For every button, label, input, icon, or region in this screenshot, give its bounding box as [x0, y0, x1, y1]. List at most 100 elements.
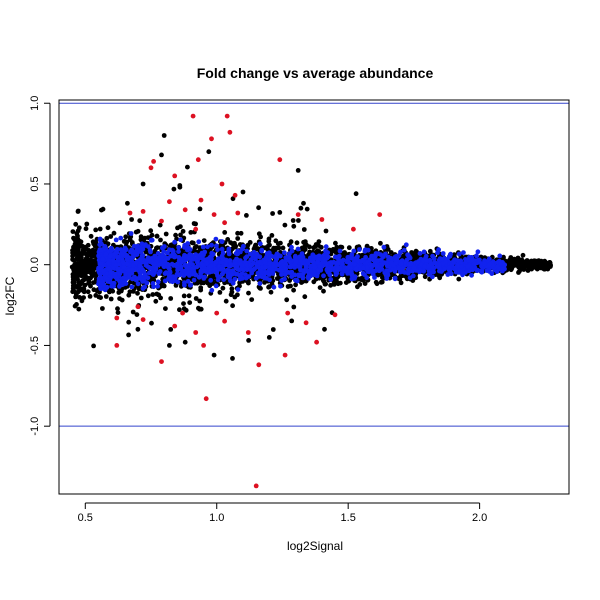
data-point	[269, 233, 275, 238]
data-point	[150, 292, 156, 297]
data-point	[465, 264, 471, 269]
data-point	[428, 261, 434, 267]
data-point	[335, 260, 341, 266]
data-point	[294, 240, 300, 246]
data-point	[475, 249, 481, 255]
data-point	[103, 251, 109, 257]
data-point	[140, 267, 146, 273]
data-point	[253, 483, 259, 489]
data-point	[180, 228, 186, 234]
data-point	[174, 261, 180, 267]
data-point	[106, 260, 111, 266]
data-point	[228, 292, 234, 298]
data-point	[191, 277, 197, 283]
data-point	[138, 247, 144, 253]
data-point	[301, 200, 306, 206]
data-point	[327, 272, 333, 278]
data-point	[96, 294, 102, 300]
data-point	[381, 244, 387, 250]
data-point	[244, 248, 250, 254]
data-point	[478, 268, 484, 274]
data-point	[489, 271, 495, 276]
data-point	[238, 249, 243, 255]
data-point	[211, 352, 217, 358]
data-point	[76, 306, 82, 312]
data-point	[223, 298, 229, 304]
data-point	[99, 207, 104, 213]
data-point	[83, 226, 89, 232]
data-point	[184, 264, 189, 270]
data-point	[297, 272, 303, 278]
data-point	[226, 246, 232, 252]
data-point	[262, 275, 267, 281]
data-point	[298, 205, 304, 211]
data-point	[257, 260, 262, 265]
data-point	[115, 310, 121, 315]
data-point	[222, 220, 228, 226]
data-point	[323, 228, 329, 234]
data-point	[211, 274, 217, 279]
data-point	[440, 251, 446, 256]
data-point	[405, 252, 410, 258]
data-point	[280, 245, 286, 251]
data-point	[148, 249, 153, 255]
data-point	[198, 287, 204, 293]
data-point	[521, 260, 526, 266]
data-point	[258, 234, 263, 240]
data-point	[474, 253, 479, 259]
data-point	[398, 261, 404, 267]
data-point	[290, 218, 296, 223]
y-axis: -1.0-0.50.00.51.0	[29, 96, 51, 436]
data-point	[97, 242, 103, 248]
data-point	[193, 330, 199, 335]
data-point	[352, 274, 358, 280]
data-point	[130, 254, 136, 260]
data-point	[394, 256, 399, 262]
data-point	[296, 264, 302, 269]
data-point	[111, 280, 117, 286]
data-point	[81, 286, 87, 292]
data-point	[348, 261, 354, 267]
data-point	[90, 253, 96, 259]
data-point	[363, 254, 368, 260]
data-point	[201, 343, 207, 348]
data-point	[182, 244, 187, 250]
data-point	[120, 252, 125, 258]
data-point	[349, 255, 355, 261]
data-point	[129, 240, 135, 245]
data-point	[121, 279, 127, 285]
data-point	[289, 248, 295, 254]
data-point	[135, 326, 141, 332]
data-point	[71, 258, 77, 263]
data-point	[233, 265, 239, 270]
data-point	[430, 253, 435, 259]
data-point	[73, 291, 79, 297]
data-point	[409, 250, 414, 255]
data-point	[172, 323, 178, 329]
data-point	[127, 235, 133, 241]
data-point	[295, 168, 301, 173]
data-point	[319, 217, 325, 222]
data-point	[364, 265, 370, 270]
data-point	[461, 250, 466, 256]
data-point	[133, 260, 139, 266]
data-point	[266, 272, 272, 277]
data-point	[151, 261, 157, 267]
data-point	[134, 247, 140, 253]
x-tick-label: 0.5	[78, 512, 93, 524]
data-point	[198, 197, 204, 203]
data-point	[96, 253, 101, 259]
data-point	[147, 265, 153, 271]
data-point	[215, 256, 221, 262]
data-point	[186, 293, 192, 299]
data-point	[270, 211, 275, 216]
data-point	[98, 247, 104, 253]
data-point	[442, 266, 447, 272]
data-point	[289, 263, 294, 269]
data-point	[245, 330, 251, 335]
data-point	[70, 248, 75, 253]
data-point	[291, 223, 297, 229]
data-point	[307, 244, 312, 250]
data-point	[422, 264, 427, 269]
